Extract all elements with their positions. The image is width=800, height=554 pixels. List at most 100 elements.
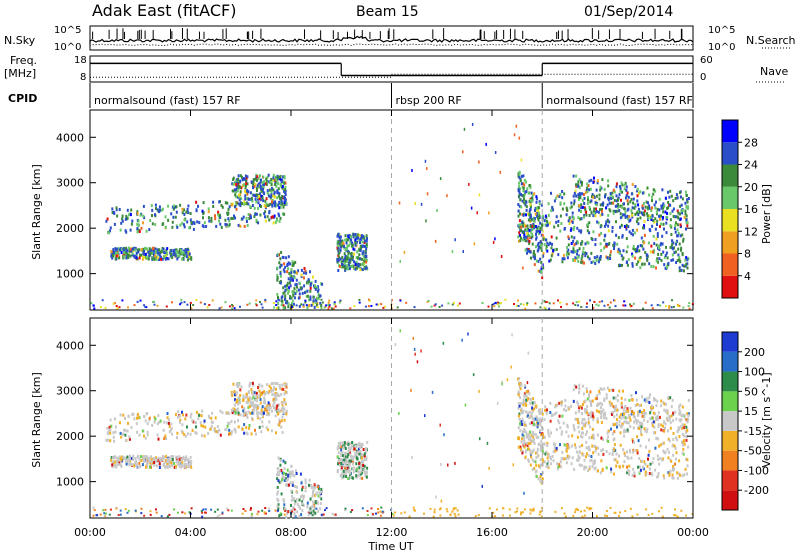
range-gate-cell bbox=[262, 175, 265, 179]
range-gate-cell bbox=[338, 236, 341, 240]
range-gate-cell bbox=[620, 181, 623, 185]
range-gate-cell bbox=[592, 436, 595, 440]
range-gate-cell bbox=[603, 246, 605, 250]
range-gate-cell bbox=[111, 463, 114, 467]
range-gate-cell bbox=[518, 231, 521, 235]
range-gate-cell bbox=[655, 237, 658, 241]
range-gate-cell bbox=[669, 396, 672, 400]
range-gate-cell bbox=[573, 191, 576, 195]
range-gate-cell bbox=[652, 457, 655, 461]
range-gate-cell bbox=[246, 415, 249, 419]
range-gate-cell bbox=[575, 242, 578, 246]
ground-scatter-cell bbox=[233, 307, 236, 310]
range-gate-cell bbox=[532, 219, 535, 223]
range-gate-cell bbox=[263, 398, 266, 402]
range-gate-cell bbox=[672, 419, 675, 423]
range-gate-cell bbox=[133, 464, 136, 468]
range-gate-cell bbox=[362, 460, 364, 464]
range-gate-cell bbox=[641, 262, 644, 266]
range-gate-cell bbox=[285, 301, 287, 305]
range-gate-cell bbox=[672, 453, 675, 457]
range-gate-cell bbox=[581, 240, 584, 244]
range-gate-cell bbox=[239, 179, 242, 183]
range-gate-cell bbox=[538, 442, 541, 446]
ground-scatter-cell bbox=[644, 301, 647, 304]
range-gate-cell bbox=[248, 197, 251, 201]
range-gate-cell bbox=[526, 414, 528, 418]
range-gate-cell bbox=[111, 207, 114, 211]
range-gate-cell bbox=[523, 197, 525, 201]
range-gate-cell bbox=[586, 405, 589, 408]
ground-scatter-cell bbox=[149, 513, 152, 516]
freq-panel-frame bbox=[89, 55, 694, 83]
range-gate-cell bbox=[349, 265, 351, 269]
sparse-echo-cell bbox=[447, 463, 449, 467]
range-gate-cell bbox=[549, 241, 552, 245]
range-gate-cell bbox=[176, 436, 178, 440]
range-gate-cell bbox=[550, 462, 552, 466]
range-gate-cell bbox=[539, 465, 541, 469]
range-gate-cell bbox=[285, 385, 288, 389]
range-gate-cell bbox=[302, 504, 305, 507]
range-gate-cell bbox=[300, 268, 303, 272]
range-gate-cell bbox=[631, 213, 634, 217]
range-gate-cell bbox=[667, 419, 670, 422]
range-gate-cell bbox=[310, 282, 312, 286]
range-gate-cell bbox=[249, 214, 252, 218]
range-gate-cell bbox=[540, 411, 542, 415]
range-gate-cell bbox=[295, 271, 298, 275]
range-gate-cell bbox=[352, 247, 355, 251]
sparse-echo-cell bbox=[501, 380, 504, 384]
range-gate-cell bbox=[298, 498, 301, 502]
range-gate-cell bbox=[614, 204, 617, 208]
range-gate-cell bbox=[517, 209, 520, 213]
range-gate-cell bbox=[164, 459, 167, 463]
range-gate-cell bbox=[360, 460, 363, 464]
range-gate-cell bbox=[669, 203, 671, 207]
range-gate-cell bbox=[674, 462, 676, 466]
range-gate-cell bbox=[533, 226, 536, 230]
range-gate-cell bbox=[355, 456, 358, 460]
range-gate-cell bbox=[283, 499, 286, 503]
range-gate-cell bbox=[538, 200, 541, 204]
range-gate-cell bbox=[597, 469, 599, 473]
ground-scatter-cell bbox=[333, 514, 336, 517]
range-gate-cell bbox=[522, 230, 525, 234]
range-gate-cell bbox=[128, 246, 130, 250]
range-gate-cell bbox=[355, 256, 358, 259]
range-gate-cell bbox=[531, 224, 534, 228]
range-gate-cell bbox=[355, 260, 358, 264]
range-gate-cell bbox=[352, 264, 355, 268]
range-gate-cell bbox=[592, 180, 595, 184]
range-gate-cell bbox=[586, 452, 588, 456]
range-gate-cell bbox=[553, 225, 556, 229]
range-gate-cell bbox=[343, 252, 346, 256]
range-gate-cell bbox=[527, 191, 530, 195]
range-gate-cell bbox=[599, 185, 602, 189]
ground-scatter-cell bbox=[328, 305, 331, 308]
range-gate-cell bbox=[585, 213, 588, 217]
range-gate-cell bbox=[289, 481, 292, 485]
range-gate-cell bbox=[680, 425, 683, 429]
ground-scatter-cell bbox=[540, 510, 542, 513]
range-gate-cell bbox=[255, 394, 258, 398]
range-gate-cell bbox=[594, 214, 597, 218]
range-gate-cell bbox=[110, 456, 113, 459]
range-gate-cell bbox=[184, 459, 186, 463]
range-gate-cell bbox=[578, 195, 581, 199]
range-gate-cell bbox=[120, 221, 123, 225]
range-gate-cell bbox=[276, 492, 279, 496]
range-gate-cell bbox=[540, 267, 543, 271]
range-gate-cell bbox=[572, 217, 575, 221]
range-gate-cell bbox=[615, 194, 618, 198]
range-gate-cell bbox=[681, 474, 684, 478]
range-gate-cell bbox=[281, 403, 284, 407]
range-gate-cell bbox=[114, 257, 117, 261]
ground-scatter-cell bbox=[214, 510, 217, 513]
range-gate-cell bbox=[365, 475, 368, 479]
range-gate-cell bbox=[670, 459, 673, 463]
ground-scatter-cell bbox=[370, 507, 373, 510]
ground-scatter-cell bbox=[278, 299, 281, 302]
range-gate-cell bbox=[245, 220, 248, 223]
